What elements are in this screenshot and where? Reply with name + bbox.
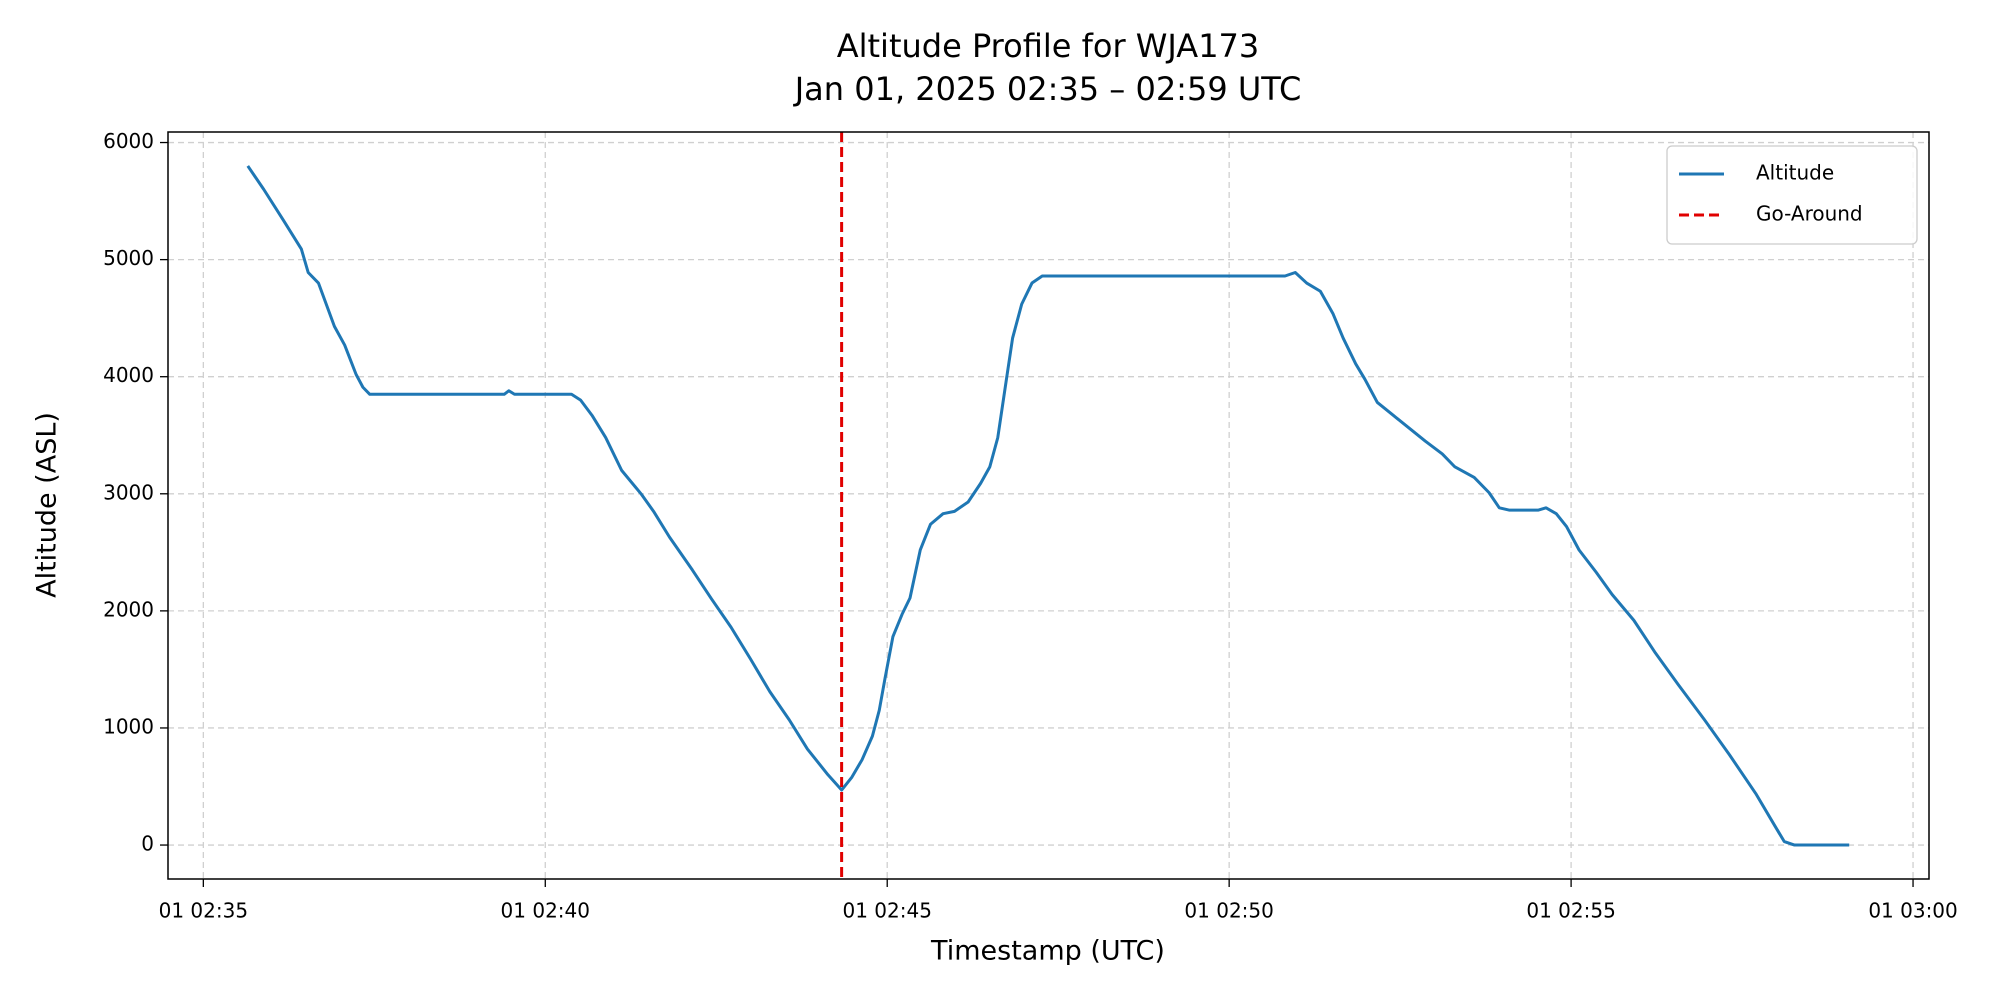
plot-frame: [167, 131, 1930, 880]
y-axis-label: Altitude (ASL): [32, 412, 63, 598]
x-tick-label: 01 02:35: [159, 899, 248, 923]
legend-box: [1666, 145, 1918, 245]
legend-label: Go-Around: [1756, 202, 1863, 226]
legend-label: Altitude: [1756, 161, 1834, 185]
y-tick-label: 3000: [103, 480, 154, 504]
y-tick-label: 2000: [103, 597, 154, 621]
x-tick-label: 01 02:40: [501, 899, 590, 923]
x-tick-label: 01 02:50: [1184, 899, 1273, 923]
y-tick-label: 5000: [103, 246, 154, 270]
x-tick-label: 01 02:55: [1526, 899, 1615, 923]
y-tick-label: 0: [141, 832, 154, 856]
x-axis-label: Timestamp (UTC): [930, 936, 1165, 967]
x-tick-label: 01 02:45: [842, 899, 931, 923]
chart-subtitle: Jan 01, 2025 02:35 – 02:59 UTC: [793, 70, 1302, 108]
y-tick-label: 6000: [103, 129, 154, 153]
line-series: [246, 165, 1850, 847]
x-tick-label: 01 03:00: [1868, 899, 1957, 923]
chart-title: Altitude Profile for WJA173: [837, 27, 1260, 65]
y-tick-label: 1000: [103, 714, 154, 738]
y-tick-label: 4000: [103, 363, 154, 387]
